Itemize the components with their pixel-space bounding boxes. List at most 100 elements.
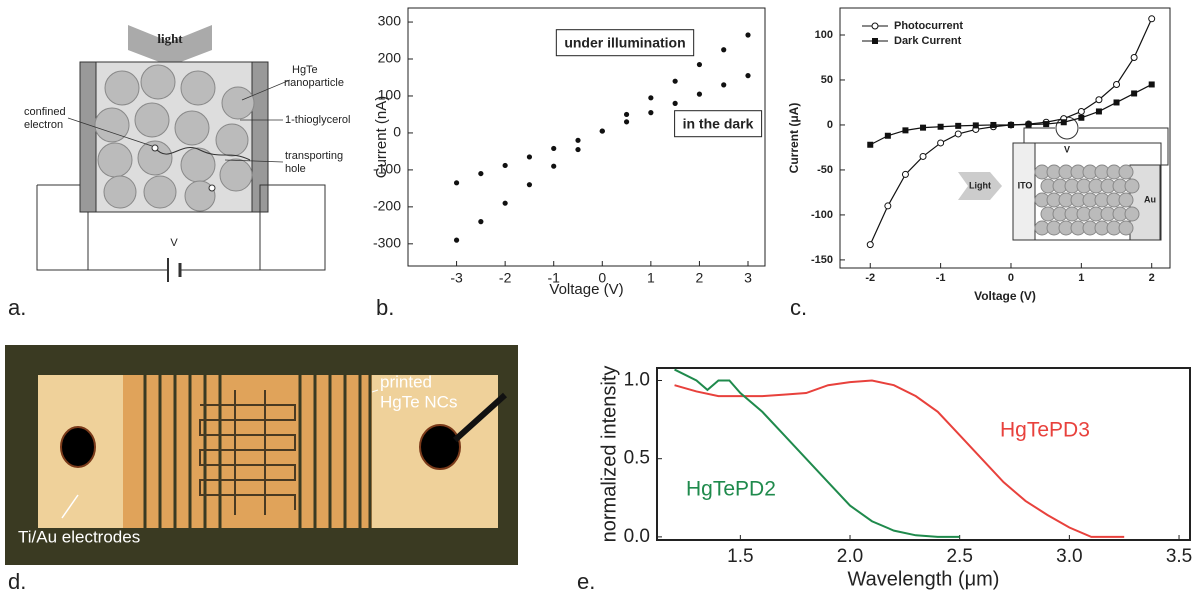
wire bbox=[87, 212, 168, 271]
annotation: Light bbox=[969, 180, 991, 190]
annotation: in the dark bbox=[683, 116, 754, 132]
marker bbox=[526, 182, 533, 188]
marker bbox=[721, 47, 727, 53]
annotation: hole bbox=[285, 163, 306, 175]
marker bbox=[867, 141, 874, 148]
y-tick-label: 0 bbox=[393, 124, 401, 140]
marker bbox=[1077, 107, 1085, 115]
marker bbox=[478, 170, 484, 177]
y-tick-label: -100 bbox=[811, 209, 833, 221]
panel-a-diagram: light V HgTe nanoparticle 1-thioglycerol… bbox=[24, 25, 350, 282]
legend-marker bbox=[871, 22, 879, 30]
hole bbox=[60, 426, 96, 468]
marker bbox=[502, 162, 508, 169]
x-tick-label: 3 bbox=[744, 269, 752, 285]
annotation: HgTe NCs bbox=[380, 392, 457, 411]
marker bbox=[478, 219, 484, 225]
y-tick-label: 0.5 bbox=[624, 448, 650, 469]
series-line bbox=[674, 379, 1125, 538]
marker bbox=[1007, 121, 1014, 128]
marker bbox=[1113, 99, 1120, 106]
y-tick-label: 0 bbox=[827, 119, 833, 131]
y-axis-label: normalized intensity bbox=[598, 366, 620, 543]
annotation: Ti/Au electrodes bbox=[18, 527, 140, 546]
y-tick-label: 1.0 bbox=[624, 370, 650, 391]
marker bbox=[990, 121, 997, 128]
y-tick-label: 100 bbox=[815, 29, 833, 41]
pointer bbox=[371, 389, 379, 393]
x-axis-label: Voltage (V) bbox=[974, 289, 1036, 303]
marker bbox=[672, 78, 678, 84]
wire bbox=[1079, 127, 1169, 166]
series-label: HgTePD2 bbox=[686, 478, 776, 501]
plot-frame bbox=[656, 367, 1191, 541]
marker bbox=[1043, 121, 1050, 128]
leader-lines bbox=[67, 79, 291, 163]
y-tick-label: 0.0 bbox=[624, 526, 650, 547]
x-tick-label: -2 bbox=[499, 269, 512, 285]
path-line bbox=[154, 147, 251, 161]
y-tick-label: -50 bbox=[817, 164, 833, 176]
annotation: under illumination bbox=[564, 35, 685, 51]
marker bbox=[696, 91, 703, 97]
y-tick-label: -150 bbox=[811, 254, 833, 266]
annotation-box bbox=[555, 29, 695, 57]
light-label: light bbox=[157, 31, 183, 46]
marker bbox=[937, 139, 945, 147]
marker bbox=[954, 130, 962, 138]
marker bbox=[526, 154, 533, 160]
marker bbox=[920, 124, 927, 131]
hole bbox=[208, 184, 216, 192]
annotation-box bbox=[674, 110, 763, 138]
annotation: ITO bbox=[1018, 180, 1033, 190]
marker bbox=[575, 146, 581, 153]
marker bbox=[623, 119, 630, 125]
ito-layer bbox=[1012, 142, 1036, 241]
series-line bbox=[674, 368, 960, 538]
annotation: nanoparticle bbox=[284, 77, 344, 89]
marker bbox=[1095, 108, 1102, 115]
marker bbox=[1148, 81, 1155, 88]
marker bbox=[551, 163, 557, 169]
marker bbox=[745, 32, 751, 38]
y-tick-label: 200 bbox=[378, 50, 402, 66]
series-label: HgTePD3 bbox=[1000, 419, 1090, 442]
x-tick-label: 2.0 bbox=[837, 546, 863, 567]
x-tick-label: 1.5 bbox=[727, 546, 753, 567]
x-tick-label: 1 bbox=[1078, 272, 1084, 284]
sphere bbox=[1118, 192, 1134, 208]
x-axis-label: Voltage (V) bbox=[549, 281, 623, 298]
panel-label: b. bbox=[376, 295, 394, 320]
marker bbox=[623, 111, 630, 118]
chart: -2 -1 0 1 2 -150 -100 -50 0 50 100 Voltage (V) Curre… bbox=[787, 7, 1171, 303]
chart: -3 -2 -1 0 1 2 3 -300 -200 -100 0 100 200 300 Voltage … bbox=[373, 7, 766, 298]
sphere bbox=[1124, 206, 1140, 222]
pointer bbox=[61, 494, 79, 519]
panel-label: d. bbox=[8, 569, 26, 594]
marker bbox=[696, 61, 703, 68]
light-arrow bbox=[128, 25, 212, 66]
marker bbox=[721, 82, 727, 88]
marker bbox=[672, 100, 678, 106]
marker bbox=[575, 137, 581, 143]
plot-frame bbox=[839, 7, 1171, 269]
marker bbox=[453, 237, 460, 243]
y-tick-label: -300 bbox=[373, 235, 401, 251]
x-tick-label: 0 bbox=[598, 269, 606, 285]
marker bbox=[1078, 114, 1085, 121]
voltmeter bbox=[1055, 116, 1079, 140]
serpentine bbox=[199, 390, 296, 515]
hole bbox=[419, 424, 461, 470]
sphere bbox=[1118, 164, 1134, 180]
annotation: HgTe bbox=[292, 64, 318, 76]
marker bbox=[648, 110, 654, 116]
panel-label: a. bbox=[8, 295, 26, 320]
annotation: V bbox=[1064, 144, 1070, 154]
x-tick-label: -2 bbox=[865, 272, 875, 284]
panel-label: e. bbox=[577, 569, 595, 594]
y-tick-label: 300 bbox=[378, 13, 402, 29]
y-tick-label: -200 bbox=[373, 198, 401, 214]
annotation: transporting bbox=[285, 150, 343, 162]
marker bbox=[884, 202, 892, 210]
marker bbox=[866, 241, 874, 249]
